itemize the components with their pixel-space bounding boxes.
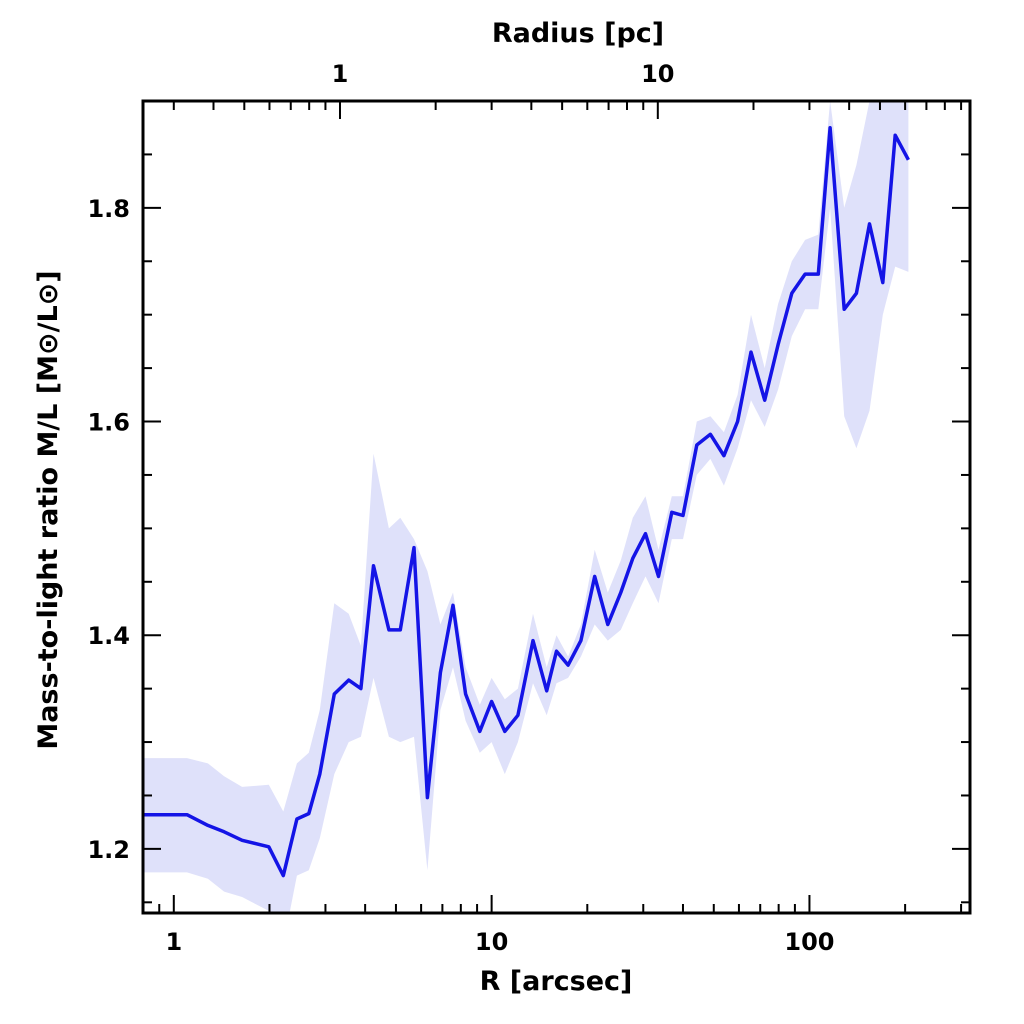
y-tick-label: 1.4	[87, 622, 130, 650]
y-axis-label: Mass-to-light ratio M/L [M⊙/L⊙]	[33, 270, 64, 749]
plot-frame	[141, 99, 972, 915]
x-tick-label: 1	[165, 928, 182, 956]
ml-series-line	[143, 125, 910, 878]
y-tick-label: 1.2	[87, 836, 130, 864]
top-x-tick-label: 10	[641, 60, 674, 88]
uncertainty-band	[143, 101, 909, 913]
y-tick-label: 1.6	[87, 409, 130, 437]
top-x-axis-label: Radius [pc]	[492, 18, 664, 49]
x-tick-label: 10	[475, 928, 508, 956]
top-x-tick-label: 1	[332, 60, 349, 88]
x-tick-label: 100	[784, 928, 834, 956]
y-tick-label: 1.8	[87, 195, 130, 223]
x-axis-label: R [arcsec]	[480, 966, 633, 997]
